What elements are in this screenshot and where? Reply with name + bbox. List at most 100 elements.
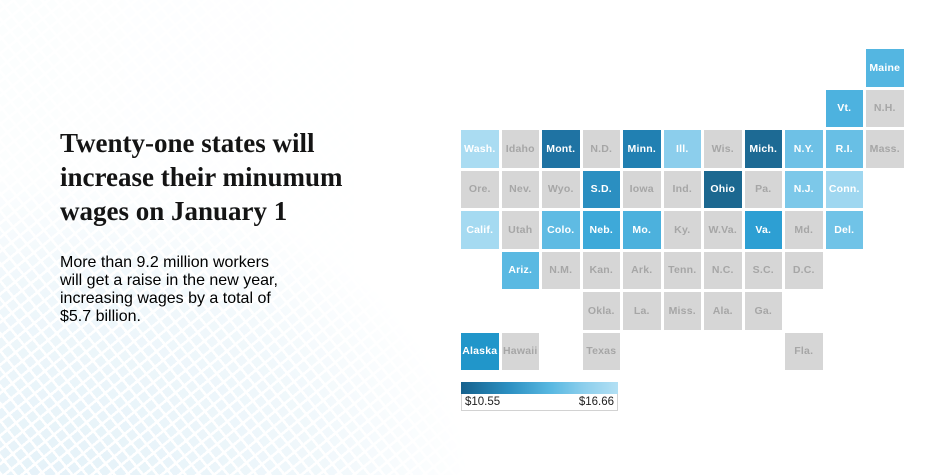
state-tile-label: R.I. bbox=[835, 142, 853, 155]
state-tile-nh: N.H. bbox=[866, 89, 904, 127]
state-tile-label: W.Va. bbox=[708, 223, 737, 236]
state-tile-label: N.J. bbox=[793, 183, 814, 196]
state-tile-label: Iowa bbox=[629, 183, 654, 196]
state-tile-label: Wash. bbox=[463, 142, 496, 155]
state-tile-label: Mo. bbox=[632, 223, 652, 236]
state-tile-label: Fla. bbox=[794, 345, 814, 358]
state-tile-label: Del. bbox=[834, 223, 855, 236]
state-tile-hawaii: Hawaii bbox=[501, 332, 539, 370]
state-tile-neb: Neb. bbox=[582, 211, 620, 249]
state-tile-mo: Mo. bbox=[623, 211, 661, 249]
state-tile-utah: Utah bbox=[501, 211, 539, 249]
left-text-column: Twenty-one states will increase their mi… bbox=[60, 126, 440, 342]
state-tile-md: Md. bbox=[785, 211, 823, 249]
state-tile-ky: Ky. bbox=[663, 211, 701, 249]
state-tile-wash: Wash. bbox=[461, 130, 499, 168]
state-tile-label: N.D. bbox=[590, 142, 613, 155]
state-tile-label: N.H. bbox=[873, 102, 896, 115]
state-tile-del: Del. bbox=[825, 211, 863, 249]
subtext-line-4: $5.7 billion. bbox=[60, 308, 141, 325]
legend-gradient-bar bbox=[461, 382, 618, 394]
subtext-line-1: More than 9.2 million workers bbox=[60, 254, 269, 271]
state-tile-ind: Ind. bbox=[663, 170, 701, 208]
state-tile-label: Nev. bbox=[509, 183, 532, 196]
state-tile-texas: Texas bbox=[582, 332, 620, 370]
state-tile-dc: D.C. bbox=[785, 251, 823, 289]
state-tile-ri: R.I. bbox=[825, 130, 863, 168]
subtext-line-2: will get a raise in the new year, bbox=[60, 272, 278, 289]
state-tile-nj: N.J. bbox=[785, 170, 823, 208]
state-tile-miss: Miss. bbox=[663, 292, 701, 330]
state-tile-conn: Conn. bbox=[825, 170, 863, 208]
legend-max-label: $16.66 bbox=[578, 396, 614, 408]
headline-line-3: wages on January 1 bbox=[60, 196, 288, 226]
state-tile-sc: S.C. bbox=[744, 251, 782, 289]
state-tile-wva: W.Va. bbox=[704, 211, 742, 249]
state-tile-label: Va. bbox=[755, 223, 772, 236]
state-tile-colo: Colo. bbox=[542, 211, 580, 249]
state-tile-tenn: Tenn. bbox=[663, 251, 701, 289]
state-tile-ala: Ala. bbox=[704, 292, 742, 330]
state-tile-label: Ariz. bbox=[508, 264, 533, 277]
state-tile-label: Wyo. bbox=[547, 183, 574, 196]
state-tile-label: Neb. bbox=[589, 223, 614, 236]
headline: Twenty-one states will increase their mi… bbox=[60, 126, 440, 228]
state-tile-label: Vt. bbox=[837, 102, 852, 115]
state-tile-nc: N.C. bbox=[704, 251, 742, 289]
state-tile-label: Ore. bbox=[468, 183, 491, 196]
state-tile-vt: Vt. bbox=[825, 89, 863, 127]
legend-min-label: $10.55 bbox=[465, 396, 501, 408]
state-tile-wyo: Wyo. bbox=[542, 170, 580, 208]
state-tile-ore: Ore. bbox=[461, 170, 499, 208]
state-tile-iowa: Iowa bbox=[623, 170, 661, 208]
legend-labels: $10.55 $16.66 bbox=[461, 394, 618, 411]
state-tile-label: Ark. bbox=[631, 264, 653, 277]
state-tile-label: Ga. bbox=[754, 304, 773, 317]
state-tile-label: Maine bbox=[869, 61, 901, 74]
state-tile-la: La. bbox=[623, 292, 661, 330]
state-tile-ohio: Ohio bbox=[704, 170, 742, 208]
state-tile-alaska: Alaska bbox=[461, 332, 499, 370]
state-tile-label: Pa. bbox=[755, 183, 772, 196]
state-tile-ariz: Ariz. bbox=[501, 251, 539, 289]
headline-line-2: increase their minumum bbox=[60, 162, 343, 192]
state-tile-label: N.C. bbox=[711, 264, 734, 277]
state-tile-label: Idaho bbox=[505, 142, 535, 155]
state-tile-label: Mass. bbox=[869, 142, 900, 155]
state-tile-label: Wis. bbox=[711, 142, 734, 155]
subtext-line-3: increasing wages by a total of bbox=[60, 290, 271, 307]
state-tile-nd: N.D. bbox=[582, 130, 620, 168]
state-tile-mont: Mont. bbox=[542, 130, 580, 168]
state-tile-va: Va. bbox=[744, 211, 782, 249]
state-tile-map: Maine Vt. N.H. Wash. Idaho Mont. N.D. Minn. Ill.… bbox=[461, 49, 906, 379]
state-tile-label: Ky. bbox=[674, 223, 691, 236]
state-tile-nev: Nev. bbox=[501, 170, 539, 208]
state-tile-ga: Ga. bbox=[744, 292, 782, 330]
state-tile-label: Miss. bbox=[668, 304, 696, 317]
state-tile-label: Ind. bbox=[672, 183, 692, 196]
state-tile-label: Mich. bbox=[749, 142, 778, 155]
state-tile-label: N.Y. bbox=[793, 142, 814, 155]
state-tile-label: Tenn. bbox=[668, 264, 697, 277]
state-tile-pa: Pa. bbox=[744, 170, 782, 208]
map-legend: $10.55 $16.66 bbox=[461, 382, 618, 411]
state-tile-label: Hawaii bbox=[503, 345, 538, 358]
state-tile-label: Colo. bbox=[547, 223, 575, 236]
state-tile-label: Minn. bbox=[627, 142, 656, 155]
state-tile-label: D.C. bbox=[792, 264, 815, 277]
state-tile-label: La. bbox=[633, 304, 650, 317]
state-tile-label: N.M. bbox=[549, 264, 573, 277]
state-tile-label: Md. bbox=[794, 223, 814, 236]
state-tile-label: Calif. bbox=[466, 223, 494, 236]
state-tile-label: S.D. bbox=[590, 183, 612, 196]
state-tile-minn: Minn. bbox=[623, 130, 661, 168]
state-tile-kan: Kan. bbox=[582, 251, 620, 289]
state-tile-label: S.C. bbox=[752, 264, 774, 277]
state-tile-idaho: Idaho bbox=[501, 130, 539, 168]
state-tile-ill: Ill. bbox=[663, 130, 701, 168]
state-tile-wis: Wis. bbox=[704, 130, 742, 168]
state-tile-ny: N.Y. bbox=[785, 130, 823, 168]
state-tile-label: Alaska bbox=[462, 345, 498, 358]
state-tile-nm: N.M. bbox=[542, 251, 580, 289]
